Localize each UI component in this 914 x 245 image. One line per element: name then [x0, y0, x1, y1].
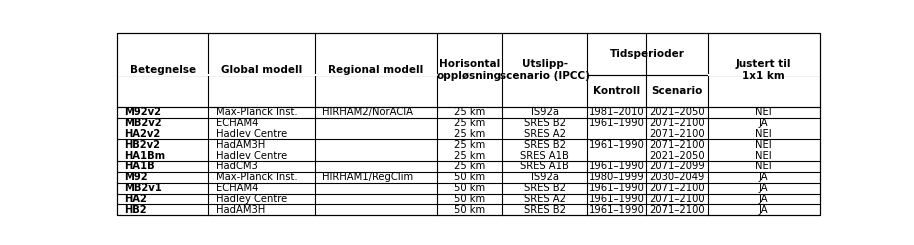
Text: NEI: NEI: [756, 140, 772, 150]
Text: SRES A1B: SRES A1B: [520, 161, 569, 172]
Text: JA: JA: [759, 205, 769, 215]
Text: HadAM3H: HadAM3H: [216, 205, 265, 215]
Text: Scenario: Scenario: [651, 86, 702, 96]
Text: Max-Planck Inst.: Max-Planck Inst.: [216, 107, 297, 117]
Text: Utslipp-
scenario (IPCC): Utslipp- scenario (IPCC): [500, 59, 590, 81]
Text: 2071–2100: 2071–2100: [649, 140, 705, 150]
Text: 1981–2010: 1981–2010: [589, 107, 644, 117]
Text: Horisontal
oppløsning: Horisontal oppløsning: [437, 59, 502, 81]
Text: 2071–2100: 2071–2100: [649, 194, 705, 204]
Text: 25 km: 25 km: [454, 161, 485, 172]
Text: 1961–1990: 1961–1990: [589, 161, 644, 172]
Text: Hadlev Centre: Hadlev Centre: [216, 151, 287, 160]
Text: 1961–1990: 1961–1990: [589, 118, 644, 128]
Text: MB2v1: MB2v1: [124, 183, 162, 193]
Text: HadCM3: HadCM3: [216, 161, 258, 172]
Text: SRES B2: SRES B2: [524, 140, 566, 150]
Text: NEI: NEI: [756, 151, 772, 160]
Text: 25 km: 25 km: [454, 151, 485, 160]
Text: ECHAM4: ECHAM4: [216, 183, 258, 193]
Text: JA: JA: [759, 183, 769, 193]
Text: 25 km: 25 km: [454, 107, 485, 117]
Text: 2071–2100: 2071–2100: [649, 183, 705, 193]
Bar: [707, 74, 820, 76]
Text: 1961–1990: 1961–1990: [589, 183, 644, 193]
Text: NEI: NEI: [756, 129, 772, 139]
Text: 1961–1990: 1961–1990: [589, 205, 644, 215]
Text: 2071–2100: 2071–2100: [649, 118, 705, 128]
Text: NEI: NEI: [756, 161, 772, 172]
Text: HIRHAM1/RegClim: HIRHAM1/RegClim: [322, 172, 413, 182]
Text: JA: JA: [759, 118, 769, 128]
Text: SRES B2: SRES B2: [524, 205, 566, 215]
Text: HIRHAM2/NorACIA: HIRHAM2/NorACIA: [322, 107, 413, 117]
Text: Global modell: Global modell: [221, 65, 303, 75]
Text: HA2: HA2: [124, 194, 147, 204]
Text: 2071–2100: 2071–2100: [649, 205, 705, 215]
Text: Justert til
1x1 km: Justert til 1x1 km: [736, 59, 792, 81]
Text: 1961–1990: 1961–1990: [589, 194, 644, 204]
Text: 2030–2049: 2030–2049: [649, 172, 705, 182]
Text: 50 km: 50 km: [454, 172, 485, 182]
Text: SRES A2: SRES A2: [524, 194, 566, 204]
Text: IS92a: IS92a: [531, 172, 559, 182]
Text: HA2v2: HA2v2: [124, 129, 161, 139]
Text: 1961–1990: 1961–1990: [589, 140, 644, 150]
Text: MB2v2: MB2v2: [124, 118, 162, 128]
Text: Tidsperioder: Tidsperioder: [611, 49, 686, 59]
Text: 25 km: 25 km: [454, 129, 485, 139]
Text: M92v2: M92v2: [124, 107, 161, 117]
Bar: [117, 74, 588, 76]
Text: 1980–1999: 1980–1999: [589, 172, 644, 182]
Text: Max-Planck Inst.: Max-Planck Inst.: [216, 172, 297, 182]
Text: Kontroll: Kontroll: [593, 86, 640, 96]
Text: 50 km: 50 km: [454, 205, 485, 215]
Text: HA1Bm: HA1Bm: [124, 151, 165, 160]
Text: Hadlev Centre: Hadlev Centre: [216, 129, 287, 139]
Text: 2071–2099: 2071–2099: [649, 161, 705, 172]
Text: HadAM3H: HadAM3H: [216, 140, 265, 150]
Text: NEI: NEI: [756, 107, 772, 117]
Text: IS92a: IS92a: [531, 107, 559, 117]
Text: JA: JA: [759, 194, 769, 204]
Text: SRES B2: SRES B2: [524, 183, 566, 193]
Text: Betegnelse: Betegnelse: [130, 65, 196, 75]
Text: SRES A1B: SRES A1B: [520, 151, 569, 160]
Text: 2071–2100: 2071–2100: [649, 129, 705, 139]
Text: M92: M92: [124, 172, 148, 182]
Text: 2021–2050: 2021–2050: [649, 107, 705, 117]
Text: 50 km: 50 km: [454, 183, 485, 193]
Text: HA1B: HA1B: [124, 161, 154, 172]
Text: SRES A2: SRES A2: [524, 129, 566, 139]
Text: HB2v2: HB2v2: [124, 140, 160, 150]
Text: JA: JA: [759, 172, 769, 182]
Text: Regional modell: Regional modell: [328, 65, 423, 75]
Text: 2021–2050: 2021–2050: [649, 151, 705, 160]
Text: 25 km: 25 km: [454, 140, 485, 150]
Text: ECHAM4: ECHAM4: [216, 118, 258, 128]
Text: HB2: HB2: [124, 205, 147, 215]
Text: Hadley Centre: Hadley Centre: [216, 194, 287, 204]
Text: 25 km: 25 km: [454, 118, 485, 128]
Text: SRES B2: SRES B2: [524, 118, 566, 128]
Text: 50 km: 50 km: [454, 194, 485, 204]
